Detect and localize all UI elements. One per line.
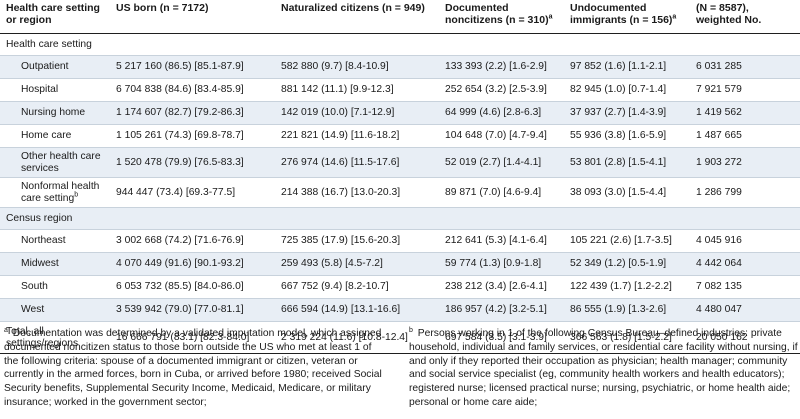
cell-us-born: 16 666 791 (83.1) [82.3-84.0]	[112, 321, 277, 354]
cell-us-born: 1 520 478 (79.9) [76.5-83.3]	[112, 147, 277, 178]
section-row: Health care setting	[0, 33, 800, 56]
table-row: Other health care services 1 520 478 (79…	[0, 147, 800, 178]
cell-us-born: 1 174 607 (82.7) [79.2-86.3]	[112, 101, 277, 125]
cell-undocumented: 55 936 (3.8) [1.6-5.9]	[566, 124, 692, 148]
footnote-text: Documentation was determined by a valida…	[4, 328, 382, 408]
footnote-mark: b	[409, 326, 413, 334]
header-documented: Documented noncitizens (n = 310)a	[441, 0, 566, 34]
footnote-a: a Documentation was determined by a vali…	[4, 327, 387, 410]
cell-undocumented: 97 852 (1.6) [1.1-2.1]	[566, 55, 692, 79]
cell-documented: 186 957 (4.2) [3.2-5.1]	[441, 298, 566, 322]
cell-us-born: 6 053 732 (85.5) [84.0-86.0]	[112, 275, 277, 299]
row-label: West	[0, 298, 112, 322]
header-undocumented: Undocumented immigrants (n = 156)a	[566, 0, 692, 34]
section-title: Health care setting	[0, 33, 800, 56]
cell-naturalized: 582 880 (9.7) [8.4-10.9]	[277, 55, 441, 79]
table-row: Hospital 6 704 838 (84.6) [83.4-85.9] 88…	[0, 78, 800, 102]
total-row: Total, all settings/regions 16 666 791 (…	[0, 321, 800, 354]
cell-documented: 212 641 (5.3) [4.1-6.4]	[441, 229, 566, 253]
cell-total: 7 921 579	[692, 78, 800, 102]
cell-us-born: 4 070 449 (91.6) [90.1-93.2]	[112, 252, 277, 276]
footnote-b: b Persons working in 1 of the following …	[409, 327, 799, 410]
cell-total: 1 419 562	[692, 101, 800, 125]
table-row: Northeast 3 002 668 (74.2) [71.6-76.9] 7…	[0, 229, 800, 253]
cell-naturalized: 2 319 224 (11.6) [10.8-12.4]	[277, 321, 441, 354]
cell-undocumented: 37 937 (2.7) [1.4-3.9]	[566, 101, 692, 125]
row-label: Northeast	[0, 229, 112, 253]
header-naturalized: Naturalized citizens (n = 949)	[277, 0, 441, 34]
cell-undocumented: 38 093 (3.0) [1.5-4.4]	[566, 177, 692, 208]
cell-naturalized: 881 142 (11.1) [9.9-12.3]	[277, 78, 441, 102]
data-table: Health care setting or region US born (n…	[0, 0, 800, 354]
cell-documented: 697 584 (3.5) [3.1-3.9]	[441, 321, 566, 354]
cell-undocumented: 82 945 (1.0) [0.7-1.4]	[566, 78, 692, 102]
cell-naturalized: 142 019 (10.0) [7.1-12.9]	[277, 101, 441, 125]
cell-naturalized: 725 385 (17.9) [15.6-20.3]	[277, 229, 441, 253]
table-row: South 6 053 732 (85.5) [84.0-86.0] 667 7…	[0, 275, 800, 299]
cell-naturalized: 276 974 (14.6) [11.5-17.6]	[277, 147, 441, 178]
row-label: Nonformal health care settingb	[0, 177, 112, 208]
cell-total: 4 480 047	[692, 298, 800, 322]
cell-total: 1 487 665	[692, 124, 800, 148]
cell-documented: 133 393 (2.2) [1.6-2.9]	[441, 55, 566, 79]
row-label: Nursing home	[0, 101, 112, 125]
cell-documented: 52 019 (2.7) [1.4-4.1]	[441, 147, 566, 178]
row-label: South	[0, 275, 112, 299]
cell-us-born: 1 105 261 (74.3) [69.8-78.7]	[112, 124, 277, 148]
row-label: Other health care services	[0, 147, 112, 178]
cell-total: 1 903 272	[692, 147, 800, 178]
section-row: Census region	[0, 207, 800, 230]
cell-documented: 104 648 (7.0) [4.7-9.4]	[441, 124, 566, 148]
section-title: Census region	[0, 207, 800, 230]
table-row: Outpatient 5 217 160 (86.5) [85.1-87.9] …	[0, 55, 800, 79]
cell-naturalized: 259 493 (5.8) [4.5-7.2]	[277, 252, 441, 276]
cell-undocumented: 366 563 (1.8) [1.5-2.2]	[566, 321, 692, 354]
cell-documented: 64 999 (4.6) [2.8-6.3]	[441, 101, 566, 125]
cell-us-born: 944 447 (73.4) [69.3-77.5]	[112, 177, 277, 208]
cell-undocumented: 52 349 (1.2) [0.5-1.9]	[566, 252, 692, 276]
header-total: (N = 8587), weighted No.	[692, 0, 800, 34]
cell-documented: 89 871 (7.0) [4.6-9.4]	[441, 177, 566, 208]
row-label: Total, all settings/regions	[0, 321, 112, 354]
cell-us-born: 3 539 942 (79.0) [77.0-81.1]	[112, 298, 277, 322]
cell-documented: 238 212 (3.4) [2.6-4.1]	[441, 275, 566, 299]
cell-total: 4 442 064	[692, 252, 800, 276]
cell-total: 4 045 916	[692, 229, 800, 253]
cell-undocumented: 53 801 (2.8) [1.5-4.1]	[566, 147, 692, 178]
cell-us-born: 6 704 838 (84.6) [83.4-85.9]	[112, 78, 277, 102]
header-row: Health care setting or region US born (n…	[0, 0, 800, 34]
table-row: Home care 1 105 261 (74.3) [69.8-78.7] 2…	[0, 124, 800, 148]
cell-undocumented: 86 555 (1.9) [1.3-2.6]	[566, 298, 692, 322]
cell-naturalized: 667 752 (9.4) [8.2-10.7]	[277, 275, 441, 299]
row-label: Home care	[0, 124, 112, 148]
table-row: Nonformal health care settingb 944 447 (…	[0, 177, 800, 208]
cell-total: 6 031 285	[692, 55, 800, 79]
cell-documented: 59 774 (1.3) [0.9-1.8]	[441, 252, 566, 276]
header-us-born: US born (n = 7172)	[112, 0, 277, 34]
cell-documented: 252 654 (3.2) [2.5-3.9]	[441, 78, 566, 102]
cell-us-born: 5 217 160 (86.5) [85.1-87.9]	[112, 55, 277, 79]
cell-naturalized: 221 821 (14.9) [11.6-18.2]	[277, 124, 441, 148]
header-setting-region: Health care setting or region	[0, 0, 112, 34]
footnote-mark: a	[4, 326, 8, 334]
footnote-text: Persons working in 1 of the following Ce…	[409, 328, 798, 408]
cell-undocumented: 122 439 (1.7) [1.2-2.2]	[566, 275, 692, 299]
cell-naturalized: 214 388 (16.7) [13.0-20.3]	[277, 177, 441, 208]
table-row: West 3 539 942 (79.0) [77.0-81.1] 666 59…	[0, 298, 800, 322]
cell-total: 1 286 799	[692, 177, 800, 208]
row-label: Midwest	[0, 252, 112, 276]
cell-total: 20 050 162	[692, 321, 800, 354]
cell-us-born: 3 002 668 (74.2) [71.6-76.9]	[112, 229, 277, 253]
cell-total: 7 082 135	[692, 275, 800, 299]
cell-undocumented: 105 221 (2.6) [1.7-3.5]	[566, 229, 692, 253]
cell-naturalized: 666 594 (14.9) [13.1-16.6]	[277, 298, 441, 322]
row-label: Hospital	[0, 78, 112, 102]
table-row: Midwest 4 070 449 (91.6) [90.1-93.2] 259…	[0, 252, 800, 276]
table-row: Nursing home 1 174 607 (82.7) [79.2-86.3…	[0, 101, 800, 125]
row-label: Outpatient	[0, 55, 112, 79]
